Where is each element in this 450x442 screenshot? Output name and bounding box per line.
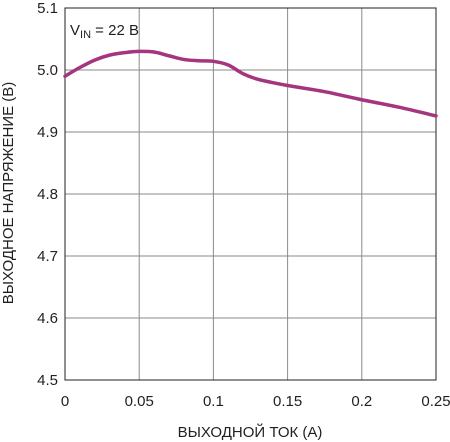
y-tick-label: 4.5 (37, 372, 58, 389)
grid (64, 7, 437, 381)
x-tick-labels: 0 0.05 0.1 0.15 0.2 0.25 (61, 393, 450, 410)
vin-annotation-subscript: IN (80, 29, 91, 41)
y-tick-label: 4.6 (37, 310, 58, 327)
y-tick-label: 4.8 (37, 186, 58, 203)
y-tick-labels: 4.5 4.6 4.7 4.8 4.9 5.0 5.1 (37, 0, 58, 389)
vin-annotation-prefix: V (70, 22, 80, 39)
y-tick-label: 4.7 (37, 248, 58, 265)
y-tick-label: 5.0 (37, 62, 58, 79)
x-tick-label: 0.15 (273, 393, 302, 410)
y-axis-title: ВЫХОДНОЕ НАПРЯЖЕНИЕ (В) (0, 82, 17, 305)
x-tick-label: 0.25 (421, 393, 450, 410)
y-tick-label: 5.1 (37, 0, 58, 17)
y-tick-label: 4.9 (37, 124, 58, 141)
vin-annotation: VIN = 22 В (70, 22, 139, 41)
x-axis-title: ВЫХОДНОЙ ТОК (А) (178, 423, 323, 441)
x-tick-label: 0.05 (125, 393, 154, 410)
series-line-output-voltage (63, 49, 438, 118)
x-tick-label: 0.1 (203, 393, 224, 410)
plot-frame (64, 7, 437, 381)
x-tick-label: 0.2 (351, 393, 372, 410)
vin-annotation-suffix: = 22 В (91, 22, 139, 39)
x-tick-label: 0 (61, 393, 69, 410)
